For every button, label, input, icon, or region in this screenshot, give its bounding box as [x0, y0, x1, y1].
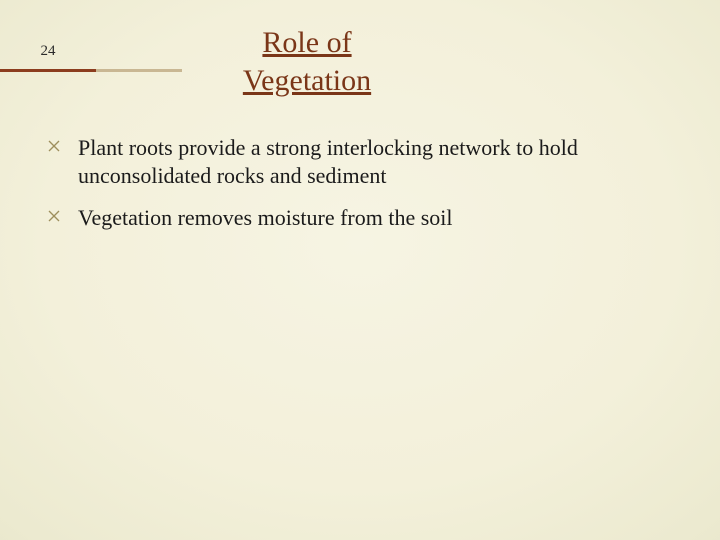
- x-bullet-icon: [48, 140, 60, 152]
- page-number: 24: [41, 43, 56, 60]
- accent-underline-dark: [0, 69, 96, 72]
- list-item: Plant roots provide a strong interlockin…: [48, 134, 666, 190]
- bullet-text: Vegetation removes moisture from the soi…: [78, 204, 453, 232]
- page-number-box: 24: [0, 33, 96, 69]
- list-item: Vegetation removes moisture from the soi…: [48, 204, 666, 232]
- slide: 24 Role of Vegetation Plant roots provid…: [0, 0, 720, 540]
- accent-underline-light: [96, 69, 182, 72]
- bullet-list: Plant roots provide a strong interlockin…: [48, 134, 666, 232]
- x-bullet-icon: [48, 210, 60, 222]
- bullet-text: Plant roots provide a strong interlockin…: [78, 134, 666, 190]
- slide-title: Role of Vegetation: [207, 24, 407, 99]
